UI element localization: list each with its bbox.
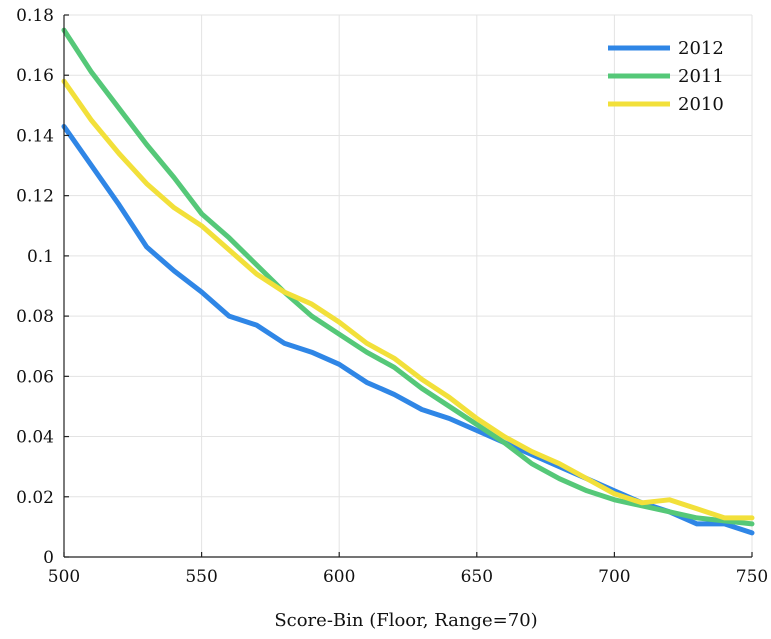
y-tick-label: 0 bbox=[43, 548, 54, 568]
legend-label: 2010 bbox=[678, 94, 724, 115]
legend-item-2012: 2012 bbox=[608, 38, 724, 59]
axes bbox=[64, 15, 752, 557]
legend-label: 2011 bbox=[678, 66, 724, 87]
series-line-2012 bbox=[64, 126, 752, 533]
legend: 2012 2011 2010 bbox=[608, 38, 724, 115]
legend-item-2011: 2011 bbox=[608, 66, 724, 87]
y-tick-label: 0.08 bbox=[16, 307, 54, 327]
y-tick-label: 0.18 bbox=[16, 6, 54, 26]
x-axis-label: Score-Bin (Floor, Range=70) bbox=[274, 610, 537, 631]
y-tick-label: 0.12 bbox=[16, 187, 54, 207]
x-tick-label: 500 bbox=[48, 567, 80, 587]
x-tick-label: 750 bbox=[736, 567, 768, 587]
y-tick-label: 0.14 bbox=[16, 126, 54, 146]
series-line-2010 bbox=[64, 81, 752, 518]
grid bbox=[64, 15, 752, 557]
y-tick-label: 0.02 bbox=[16, 488, 54, 508]
y-tick-label: 0.06 bbox=[16, 367, 54, 387]
x-tick-label: 600 bbox=[323, 567, 355, 587]
x-tick-label: 700 bbox=[598, 567, 630, 587]
legend-item-2010: 2010 bbox=[608, 94, 724, 115]
y-tick-label: 0.04 bbox=[16, 428, 54, 448]
y-tick-label: 0.16 bbox=[16, 66, 54, 86]
legend-label: 2012 bbox=[678, 38, 724, 59]
x-tick-label: 550 bbox=[185, 567, 217, 587]
x-tick-label: 650 bbox=[461, 567, 493, 587]
y-tick-label: 0.1 bbox=[27, 247, 54, 267]
